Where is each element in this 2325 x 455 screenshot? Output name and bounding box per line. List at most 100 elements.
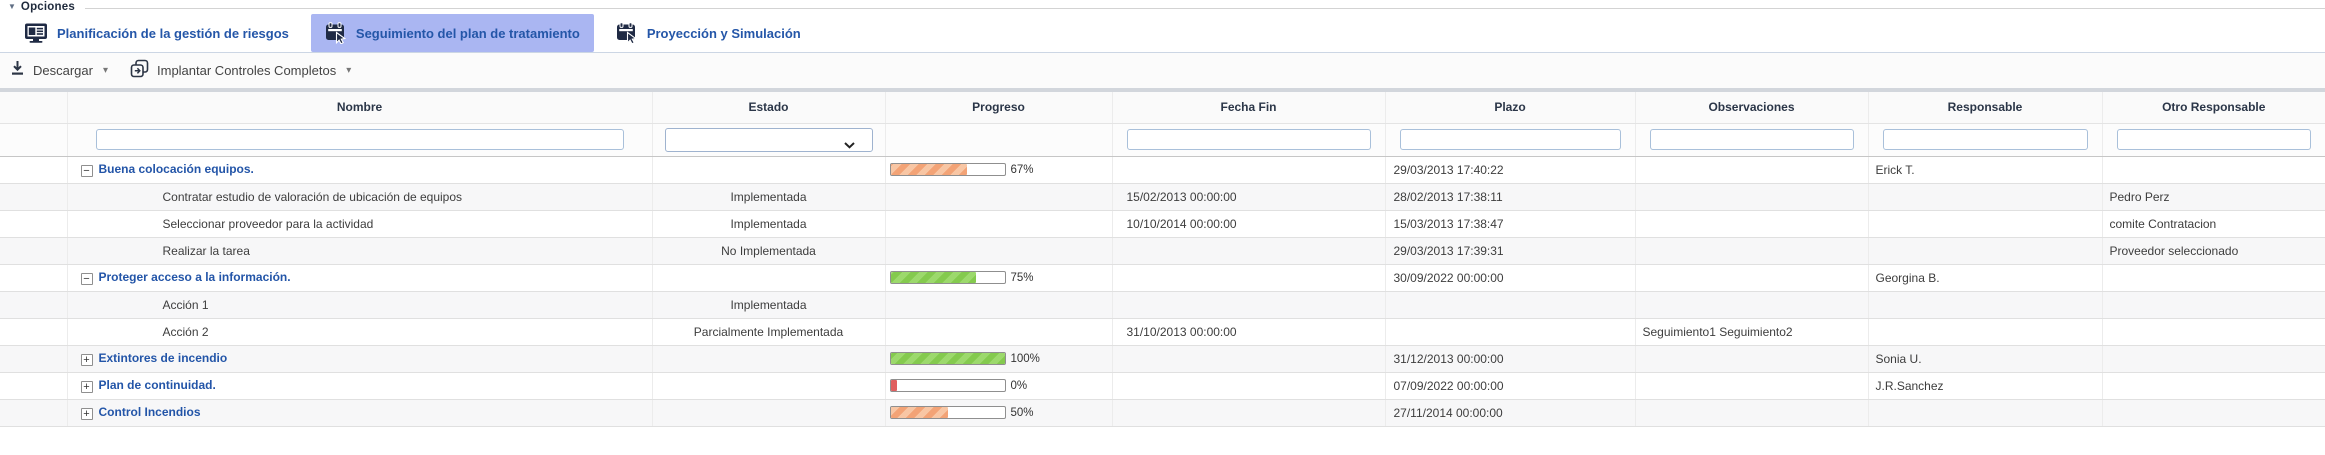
table-row[interactable]: Acción 1 Implementada	[0, 291, 2325, 319]
filter-progreso-empty	[885, 123, 1113, 157]
fecha-fin-cell	[1112, 264, 1386, 292]
column-header-nombre[interactable]: Nombre	[67, 92, 653, 124]
filter-otro-responsable-input[interactable]	[2116, 129, 2311, 150]
otro-responsable-cell: Proveedor seleccionado	[2102, 237, 2325, 265]
options-header[interactable]: ▼ Opciones	[0, 0, 2325, 14]
row-name-cell: + Extintores de incendio	[67, 345, 653, 373]
filter-nombre-input[interactable]	[95, 129, 624, 150]
otro-responsable-cell: Pedro Perz	[2102, 183, 2325, 211]
responsable-cell	[1868, 291, 2103, 319]
filter-observaciones-input[interactable]	[1649, 129, 1854, 150]
estado-cell: Implementada	[652, 183, 886, 211]
table-row[interactable]: − Proteger acceso a la información. 75% 30/…	[0, 264, 2325, 292]
expand-toggle-icon[interactable]: +	[80, 381, 93, 393]
download-label: Descargar	[33, 63, 93, 78]
progreso-cell	[885, 318, 1113, 346]
row-name-cell: Acción 2	[67, 318, 653, 346]
otro-responsable-cell	[2102, 318, 2325, 346]
plazo-cell	[1385, 291, 1636, 319]
download-button[interactable]: Descargar ▾	[10, 60, 108, 81]
fecha-fin-cell	[1112, 291, 1386, 319]
tab-bar: Planificación de la gestión de riesgos S…	[0, 14, 2325, 52]
options-label: Opciones	[20, 1, 75, 13]
monitor-icon	[24, 23, 48, 43]
row-indent-cell	[0, 399, 68, 427]
table-row[interactable]: Realizar la tarea No Implementada 29/03/20…	[0, 237, 2325, 265]
expand-toggle-icon[interactable]: +	[80, 408, 93, 420]
otro-responsable-cell	[2102, 156, 2325, 184]
progreso-cell: 0%	[885, 372, 1113, 400]
tab-proyeccion[interactable]: Proyección y Simulación	[602, 14, 815, 52]
treatment-plan-table: Nombre Estado Progreso Fecha Fin Plazo O…	[0, 92, 2325, 427]
table-row[interactable]: Acción 2 Parcialmente Implementada 31/10/2…	[0, 318, 2325, 346]
column-header-plazo[interactable]: Plazo	[1385, 92, 1636, 124]
fecha-fin-cell: 15/02/2013 00:00:00	[1112, 183, 1386, 211]
progreso-cell: 100%	[885, 345, 1113, 373]
table-row[interactable]: Seleccionar proveedor para la actividad I…	[0, 210, 2325, 238]
tab-planificacion[interactable]: Planificación de la gestión de riesgos	[10, 14, 303, 52]
column-header-estado[interactable]: Estado	[652, 92, 886, 124]
column-header-observaciones[interactable]: Observaciones	[1635, 92, 1869, 124]
otro-responsable-cell	[2102, 291, 2325, 319]
filter-plazo-input[interactable]	[1399, 129, 1621, 150]
column-header-responsable[interactable]: Responsable	[1868, 92, 2103, 124]
estado-cell	[652, 156, 886, 184]
progreso-cell: 75%	[885, 264, 1113, 292]
progress-bar: 100%	[889, 352, 1112, 365]
filter-fecha-fin-input[interactable]	[1126, 129, 1371, 150]
otro-responsable-cell: comite Contratacion	[2102, 210, 2325, 238]
tab-label: Proyección y Simulación	[646, 25, 801, 41]
row-name: Realizar la tarea	[162, 243, 250, 258]
row-name[interactable]: Control Incendios	[98, 405, 201, 419]
collapse-triangle-icon[interactable]: ▼	[8, 2, 16, 11]
otro-responsable-cell	[2102, 372, 2325, 400]
progress-fill	[890, 353, 1005, 364]
collapse-toggle-icon[interactable]: −	[80, 165, 93, 177]
row-name-cell: Contratar estudio de valoración de ubica…	[67, 183, 653, 211]
row-name[interactable]: Buena colocación equipos.	[98, 162, 254, 176]
table-row[interactable]: + Control Incendios 50% 27/11/2014 00:00:00	[0, 399, 2325, 427]
progreso-cell	[885, 291, 1113, 319]
fecha-fin-cell	[1112, 372, 1386, 400]
row-name-cell: − Proteger acceso a la información.	[67, 264, 653, 292]
table-row[interactable]: + Extintores de incendio 100% 31/12/2013 00…	[0, 345, 2325, 373]
chevron-down-icon[interactable]: ▾	[346, 65, 352, 76]
row-name[interactable]: Plan de continuidad.	[98, 378, 216, 392]
filter-estado-select[interactable]	[664, 127, 873, 152]
filter-responsable-input[interactable]	[1882, 129, 2088, 150]
estado-cell	[652, 399, 886, 427]
estado-cell	[652, 345, 886, 373]
progress-fill	[890, 407, 948, 418]
row-name[interactable]: Extintores de incendio	[98, 351, 228, 365]
tab-seguimiento[interactable]: Seguimiento del plan de tratamiento	[310, 14, 594, 52]
column-header-fecha-fin[interactable]: Fecha Fin	[1112, 92, 1386, 124]
progress-bar: 67%	[889, 163, 1112, 176]
table-row[interactable]: Contratar estudio de valoración de ubica…	[0, 183, 2325, 211]
row-indent-cell	[0, 156, 68, 184]
observaciones-cell	[1635, 345, 1869, 373]
table-row[interactable]: − Buena colocación equipos. 67% 29/03/2013 …	[0, 156, 2325, 184]
plazo-cell: 29/03/2013 17:39:31	[1385, 237, 1636, 265]
observaciones-cell	[1635, 156, 1869, 184]
fecha-fin-cell	[1112, 237, 1386, 265]
expand-toggle-icon[interactable]: +	[80, 354, 93, 366]
section-divider	[0, 88, 2325, 92]
estado-cell: Implementada	[652, 210, 886, 238]
row-name[interactable]: Proteger acceso a la información.	[98, 270, 291, 284]
row-indent-cell	[0, 210, 68, 238]
implant-controls-button[interactable]: Implantar Controles Completos ▾	[130, 59, 351, 83]
column-header-otro-responsable[interactable]: Otro Responsable	[2102, 92, 2325, 124]
chevron-down-icon[interactable]: ▾	[102, 65, 108, 76]
progress-bar: 50%	[889, 406, 1112, 419]
table-row[interactable]: + Plan de continuidad. 0% 07/09/2022 00:00:…	[0, 372, 2325, 400]
filter-row	[0, 123, 2325, 157]
row-indent-cell	[0, 183, 68, 211]
column-header-progreso[interactable]: Progreso	[885, 92, 1113, 124]
responsable-cell	[1868, 210, 2103, 238]
row-name-cell: Seleccionar proveedor para la actividad	[67, 210, 653, 238]
row-indent-cell	[0, 291, 68, 319]
plazo-cell: 30/09/2022 00:00:00	[1385, 264, 1636, 292]
responsable-cell	[1868, 318, 2103, 346]
collapse-toggle-icon[interactable]: −	[80, 273, 93, 285]
